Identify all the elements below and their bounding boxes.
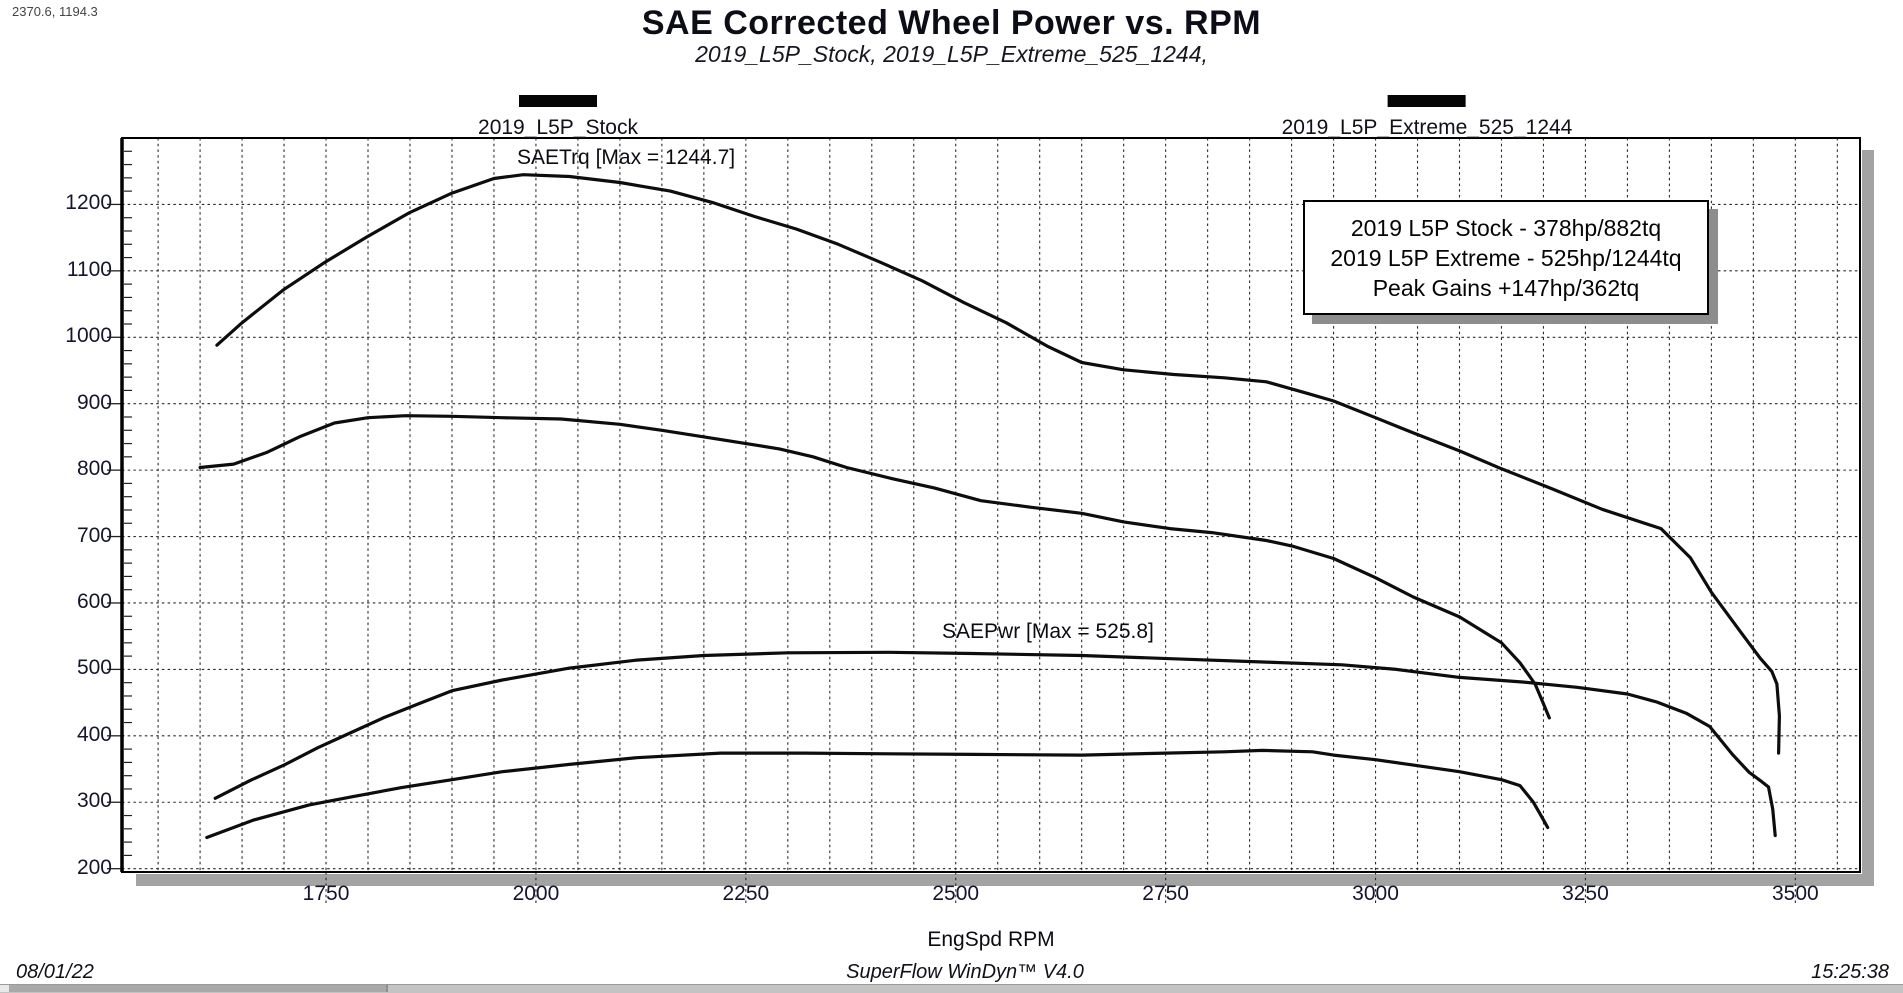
x-tick-label: 1750 xyxy=(302,882,350,905)
footer-time: 15:25:38 xyxy=(1811,961,1889,983)
annotation-line-gains: Peak Gains +147hp/362tq xyxy=(1372,275,1640,301)
annotation-line-extreme: 2019 L5P Extreme - 525hp/1244tq xyxy=(1330,245,1682,271)
x-tick-label: 3500 xyxy=(1771,882,1819,905)
page-title: SAE Corrected Wheel Power vs. RPM xyxy=(641,4,1262,42)
status-bar xyxy=(0,984,1903,993)
curve-2019_L5P_Extreme_525_1244-SAETrq xyxy=(215,173,1782,755)
x-tick-label: 3250 xyxy=(1562,882,1609,905)
x-tick-label: 3000 xyxy=(1352,882,1399,905)
torque-curve-max-label: SAETrq [Max = 1244.7] xyxy=(517,146,736,169)
legend-label-extreme: 2019_L5P_Extreme_525_1244 xyxy=(1281,116,1573,139)
y-tick-label: 600 xyxy=(76,589,112,613)
curve-2019_L5P_Extreme_525_1244-SAEPwr xyxy=(213,650,1777,838)
y-tick-label: 200 xyxy=(76,855,112,879)
cursor-coordinates-readout: 2370.6, 1194.3 xyxy=(12,4,98,19)
x-tick-label: 2500 xyxy=(932,882,980,905)
x-tick-label: 2250 xyxy=(722,882,770,905)
legend-item-extreme[interactable]: 2019_L5P_Extreme_525_1244 xyxy=(1281,95,1573,140)
y-tick-label: 400 xyxy=(76,722,112,746)
legend-label-stock: 2019_L5P_Stock xyxy=(478,116,638,139)
status-bar-segment xyxy=(9,985,388,992)
status-bar-segment xyxy=(0,985,9,992)
plot-shadow-right xyxy=(1862,150,1874,886)
x-tick-label: 2000 xyxy=(512,882,560,905)
y-tick-label: 1000 xyxy=(65,324,112,348)
x-tick-label: 2750 xyxy=(1142,882,1189,905)
footer-software-name: SuperFlow WinDyn™ V4.0 xyxy=(846,961,1084,983)
legend-item-stock[interactable]: 2019_L5P_Stock xyxy=(478,95,638,140)
curve-2019_L5P_Stock-SAEPwr xyxy=(205,748,1550,840)
peak-results-annotation-box: 2019 L5P Stock - 378hp/882tq 2019 L5P Ex… xyxy=(1303,200,1709,315)
y-tick-label: 1200 xyxy=(65,191,112,215)
y-tick-label: 800 xyxy=(76,457,112,481)
y-tick-label: 500 xyxy=(76,656,112,680)
y-tick-label: 300 xyxy=(76,789,112,813)
y-tick-label: 700 xyxy=(76,523,112,547)
footer-date: 08/01/22 xyxy=(16,961,94,983)
power-curve-max-label: SAEPwr [Max = 525.8] xyxy=(942,620,1154,643)
page-subtitle: 2019_L5P_Stock, 2019_L5P_Extreme_525_124… xyxy=(695,41,1208,67)
curve-2019_L5P_Stock-SAETrq xyxy=(198,414,1551,720)
legend-swatch-extreme-icon xyxy=(1388,95,1466,107)
legend-swatch-stock-icon xyxy=(519,95,597,107)
y-tick-label: 1100 xyxy=(66,257,112,281)
annotation-line-stock: 2019 L5P Stock - 378hp/882tq xyxy=(1350,215,1662,241)
plot-shadow-bottom xyxy=(136,874,1874,886)
y-tick-label: 900 xyxy=(76,390,112,414)
x-axis-title: EngSpd RPM xyxy=(927,928,1055,951)
